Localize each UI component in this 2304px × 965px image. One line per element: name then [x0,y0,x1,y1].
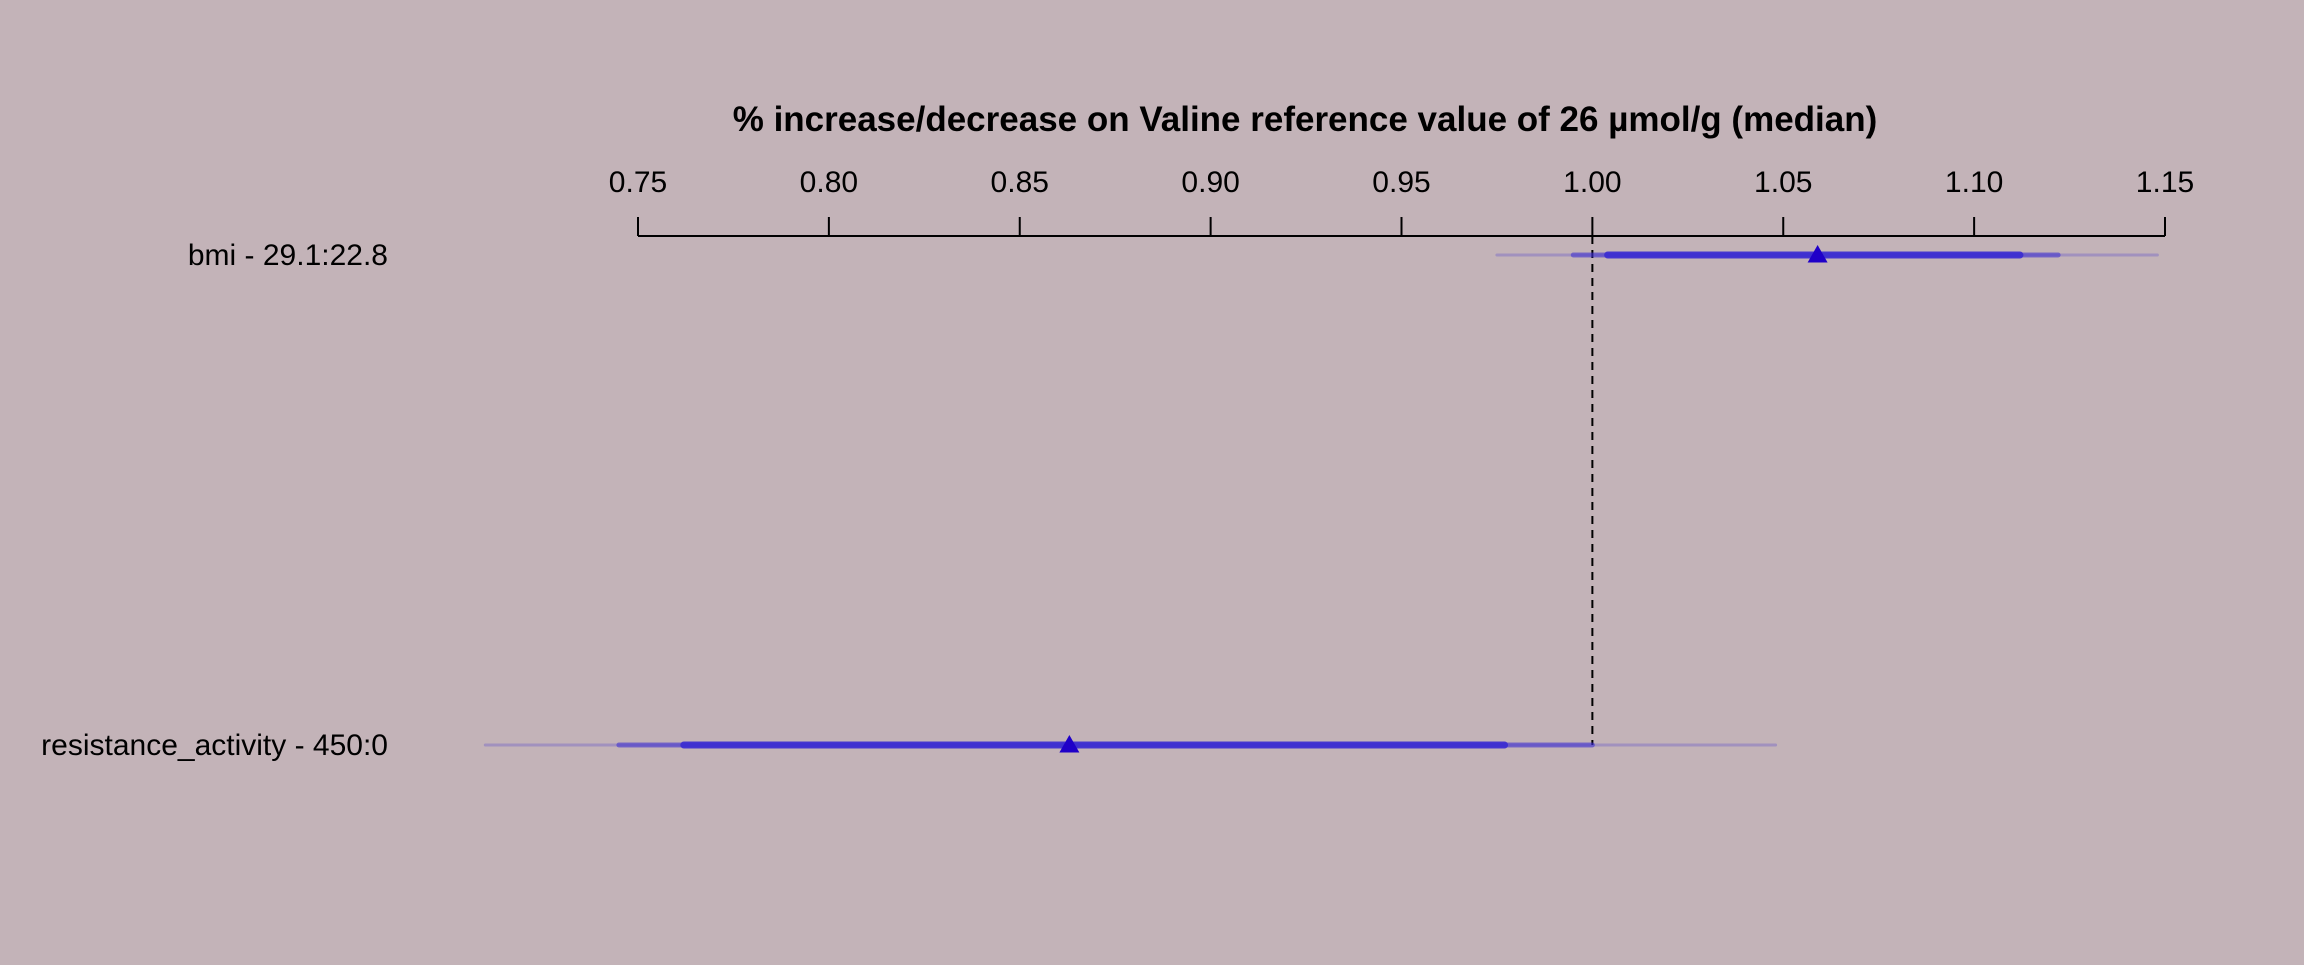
estimate-row: bmi - 29.1:22.8 [188,239,2159,272]
estimate-row: resistance_activity - 450:0 [41,729,1778,762]
x-tick-label: 1.15 [2136,166,2194,199]
x-tick-label: 0.85 [991,166,1049,199]
chart-title: % increase/decrease on Valine reference … [733,100,1878,139]
estimate-rows: bmi - 29.1:22.8 resistance_activity - 450… [41,239,2159,762]
x-tick-label: 0.80 [800,166,858,199]
x-axis: 0.75 0.80 0.85 0.90 0.95 1.00 1.05 1.10 1.15 [609,166,2194,237]
point-estimate-marker [1059,735,1080,753]
row-label: bmi - 29.1:22.8 [188,239,388,272]
x-tick-label: 0.90 [1181,166,1239,199]
x-tick-label: 0.75 [609,166,667,199]
row-label: resistance_activity - 450:0 [41,729,388,762]
point-estimate-marker [1807,245,1828,263]
x-tick-label: 1.00 [1563,166,1621,199]
x-tick-label: 0.95 [1372,166,1430,199]
x-tick-label: 1.10 [1945,166,2003,199]
x-tick-label: 1.05 [1754,166,1812,199]
